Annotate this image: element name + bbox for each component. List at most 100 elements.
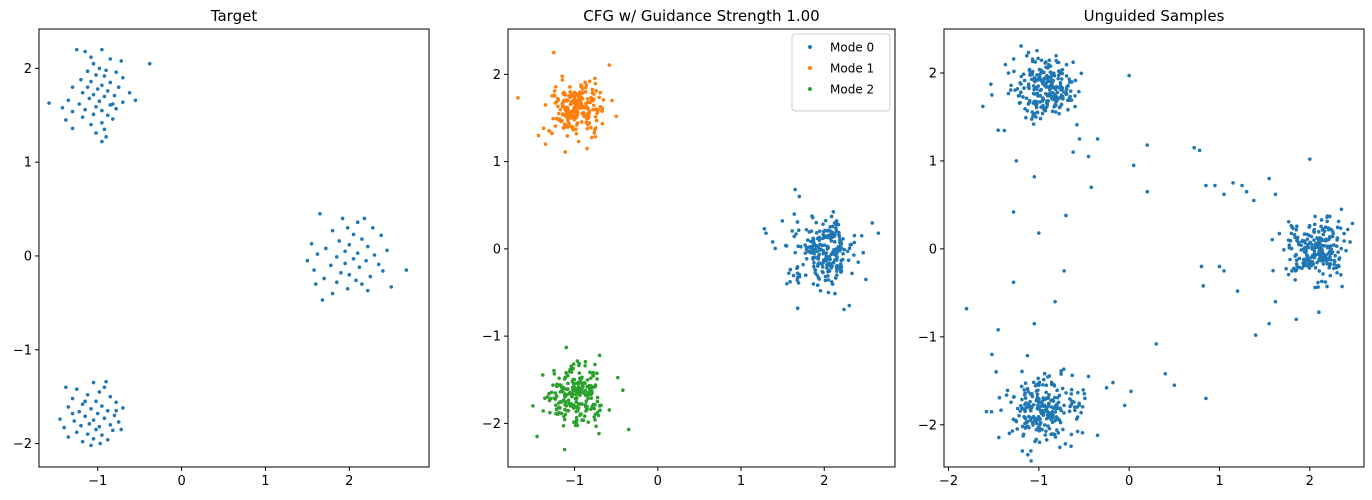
data-point-mode-2: [543, 396, 547, 401]
data-point-series-0: [1335, 225, 1340, 230]
data-point-series-0: [1029, 408, 1033, 413]
data-point-series-0: [1073, 94, 1077, 98]
data-point-mode-0: [793, 187, 797, 192]
data-point-mode-0: [834, 226, 838, 231]
data-point-series-0: [1020, 397, 1024, 402]
data-point-series-0: [1050, 79, 1055, 84]
data-point-series-0: [1027, 425, 1031, 430]
data-point-series-0: [1095, 433, 1100, 438]
data-point-series-0: [1074, 417, 1079, 421]
data-point-mode-1: [590, 87, 595, 92]
data-point-mode-1: [557, 111, 561, 116]
data-point-series-0: [1021, 95, 1025, 99]
data-point-series-0: [1145, 189, 1150, 194]
data-point-series-0: [79, 423, 83, 428]
data-point-series-0: [334, 280, 339, 285]
data-point-mode-1: [594, 108, 599, 113]
legend-box: [791, 33, 891, 112]
data-point-mode-1: [566, 114, 571, 119]
data-point-mode-0: [811, 264, 816, 269]
data-point-series-0: [1317, 245, 1321, 250]
data-point-series-0: [1302, 232, 1307, 236]
data-point-mode-1: [575, 121, 580, 125]
data-point-series-0: [1067, 409, 1072, 414]
data-point-mode-2: [561, 423, 566, 428]
data-point-series-0: [1315, 260, 1319, 265]
data-point-series-0: [1312, 238, 1316, 242]
data-point-series-0: [1297, 265, 1302, 270]
data-point-series-0: [105, 438, 110, 442]
data-point-mode-0: [826, 228, 831, 233]
data-point-series-0: [1288, 257, 1292, 262]
data-point-series-0: [1039, 79, 1044, 84]
data-point-mode-0: [838, 267, 843, 272]
data-point-series-0: [1029, 117, 1034, 121]
data-point-mode-2: [549, 390, 554, 395]
data-point-mode-2: [588, 370, 592, 375]
data-point-mode-2: [548, 396, 553, 401]
y-tick-label: 1: [929, 154, 937, 169]
data-point-series-0: [1081, 388, 1086, 392]
data-point-series-0: [1331, 266, 1336, 271]
data-point-series-0: [1045, 74, 1049, 79]
data-point-series-0: [320, 298, 325, 302]
data-point-series-0: [1055, 90, 1060, 95]
y-tick-label: −2: [482, 417, 501, 432]
data-point-series-0: [102, 127, 107, 132]
data-point-series-0: [1053, 435, 1058, 439]
data-point-series-0: [1287, 243, 1292, 247]
data-point-mode-0: [834, 264, 839, 268]
data-point-mode-1: [593, 76, 597, 81]
data-point-series-0: [1019, 44, 1023, 48]
data-point-series-0: [1331, 243, 1336, 247]
data-point-series-0: [1290, 269, 1294, 273]
data-point-mode-0: [803, 273, 808, 277]
data-point-mode-2: [571, 392, 575, 397]
data-point-series-0: [1035, 110, 1039, 115]
data-point-series-0: [1129, 389, 1133, 394]
data-point-series-0: [64, 385, 68, 390]
data-point-series-0: [343, 261, 347, 266]
chart-panel-1: CFG w/ Guidance Strength 1.00 −1 0 1 2 −2 −1 0 1…: [482, 7, 896, 489]
data-point-mode-0: [837, 234, 842, 239]
data-point-mode-0: [834, 229, 839, 233]
data-point-mode-0: [842, 307, 846, 312]
data-point-series-0: [1069, 392, 1074, 396]
data-point-mode-1: [567, 93, 571, 98]
data-point-mode-2: [585, 378, 590, 382]
data-point-series-0: [337, 239, 342, 243]
data-point-series-0: [1029, 449, 1033, 453]
data-point-series-0: [91, 418, 96, 422]
x-tick-label: 1: [1215, 474, 1223, 489]
data-point-series-0: [1326, 226, 1330, 230]
data-point-series-0: [1313, 285, 1317, 290]
data-point-series-0: [97, 424, 102, 429]
data-point-series-0: [87, 96, 92, 101]
data-point-series-0: [116, 85, 121, 89]
data-point-series-0: [1336, 250, 1340, 254]
data-point-mode-1: [552, 93, 557, 98]
data-point-series-0: [1031, 402, 1036, 407]
data-point-series-0: [1043, 92, 1048, 96]
data-point-mode-1: [598, 90, 603, 95]
data-point-series-0: [1309, 234, 1314, 239]
data-point-series-0: [1319, 257, 1324, 262]
data-point-mode-0: [770, 240, 775, 244]
data-point-mode-0: [773, 246, 777, 251]
data-point-series-0: [1017, 101, 1022, 105]
data-point-series-0: [1026, 452, 1030, 457]
data-point-mode-1: [565, 98, 570, 103]
data-point-mode-1: [600, 121, 605, 126]
data-point-mode-1: [601, 98, 606, 102]
data-point-series-0: [389, 285, 394, 289]
data-point-series-0: [102, 74, 107, 78]
data-point-series-0: [1325, 245, 1330, 250]
data-point-series-0: [1240, 183, 1244, 188]
x-tick-label: 0: [1125, 474, 1133, 489]
data-point-mode-1: [593, 126, 598, 130]
data-point-mode-0: [788, 267, 793, 272]
data-point-series-0: [1034, 99, 1039, 104]
data-point-mode-1: [555, 116, 559, 121]
data-point-series-0: [1054, 100, 1058, 104]
data-point-series-0: [1163, 371, 1168, 376]
